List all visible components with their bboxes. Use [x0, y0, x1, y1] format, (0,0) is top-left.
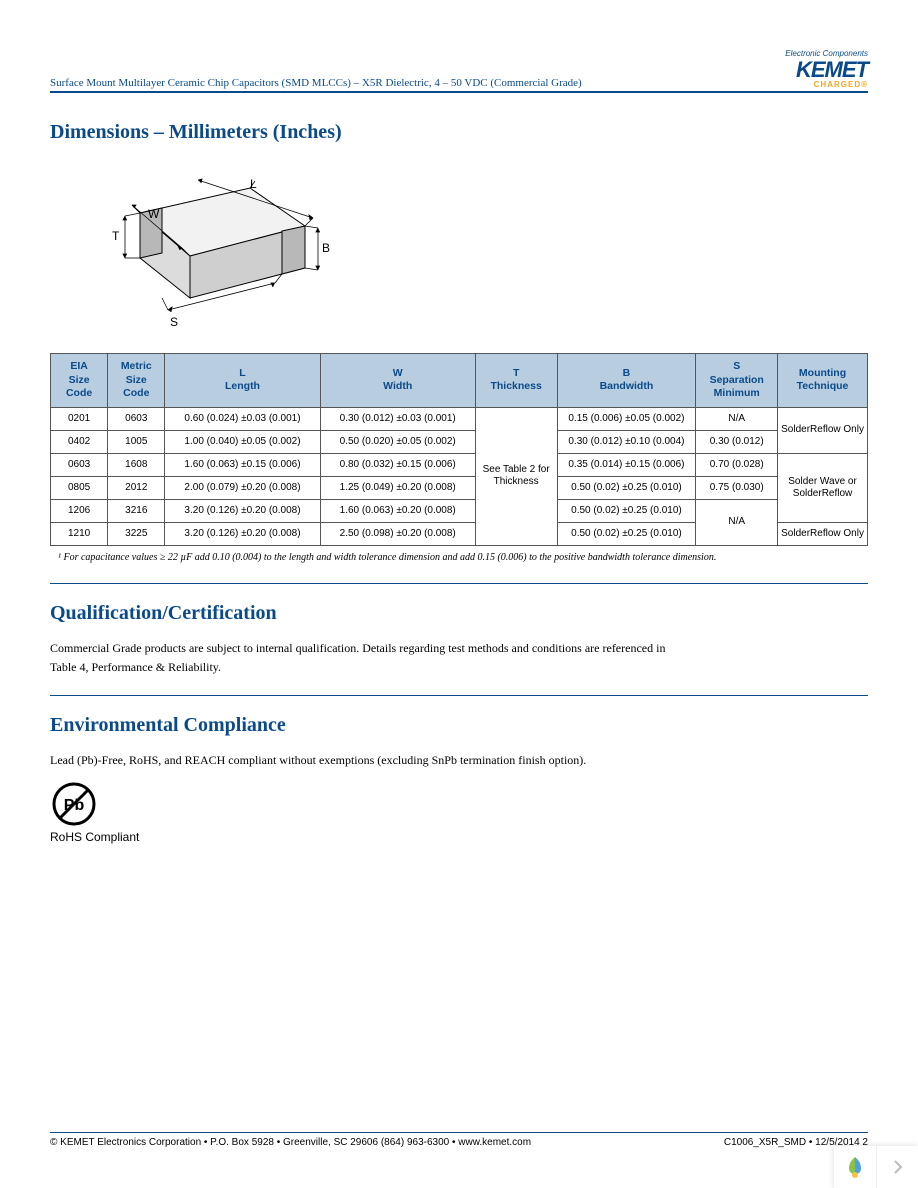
cell-width: 1.60 (0.063) ±0.20 (0.008) — [320, 499, 475, 522]
logo-wordmark: KEMET — [796, 57, 868, 82]
cell-metric: 3216 — [108, 499, 165, 522]
th-metric: Metric Size Code — [108, 354, 165, 408]
table-row: 1206 3216 3.20 (0.126) ±0.20 (0.008) 1.6… — [51, 499, 868, 522]
environmental-body: Lead (Pb)-Free, RoHS, and REACH complian… — [50, 751, 868, 770]
svg-text:Pb: Pb — [64, 797, 85, 814]
th-mounting: Mounting Technique — [778, 354, 868, 408]
cell-eia: 0805 — [51, 476, 108, 499]
dimensions-table: EIA Size Code Metric Size Code L Length … — [50, 353, 868, 546]
section-title-environmental: Environmental Compliance — [50, 714, 868, 737]
divider — [50, 583, 868, 584]
cell-width: 1.25 (0.049) ±0.20 (0.008) — [320, 476, 475, 499]
dim-label-s: S — [170, 315, 178, 329]
cell-mounting: SolderReflow Only — [778, 522, 868, 545]
th-eia: EIA Size Code — [51, 354, 108, 408]
viewer-logo-icon[interactable] — [834, 1146, 876, 1188]
th-bandwidth: B Bandwidth — [557, 354, 696, 408]
footer-left: © KEMET Electronics Corporation • P.O. B… — [50, 1137, 531, 1148]
cell-eia: 0402 — [51, 430, 108, 453]
cell-eia: 1210 — [51, 522, 108, 545]
cell-bandwidth: 0.50 (0.02) ±0.25 (0.010) — [557, 522, 696, 545]
cell-separation: 0.75 (0.030) — [696, 476, 778, 499]
rohs-compliant-label: RoHS Compliant — [50, 830, 139, 844]
page-header: Surface Mount Multilayer Ceramic Chip Ca… — [50, 50, 868, 93]
cell-bandwidth: 0.50 (0.02) ±0.25 (0.010) — [557, 476, 696, 499]
dim-label-b: B — [322, 241, 330, 255]
cell-width: 0.30 (0.012) ±0.03 (0.001) — [320, 407, 475, 430]
cell-eia: 1206 — [51, 499, 108, 522]
cell-bandwidth: 0.30 (0.012) ±0.10 (0.004) — [557, 430, 696, 453]
divider — [50, 695, 868, 696]
th-thickness: T Thickness — [475, 354, 557, 408]
cell-separation: 0.30 (0.012) — [696, 430, 778, 453]
cell-eia: 0603 — [51, 453, 108, 476]
rohs-badge: Pb RoHS Compliant — [50, 780, 868, 844]
table-footnote: ¹ For capacitance values ≥ 22 µF add 0.1… — [58, 552, 868, 563]
qualification-body: Commercial Grade products are subject to… — [50, 639, 868, 677]
cell-width: 0.50 (0.020) ±0.05 (0.002) — [320, 430, 475, 453]
cell-metric: 1608 — [108, 453, 165, 476]
cell-metric: 3225 — [108, 522, 165, 545]
cell-metric: 0603 — [108, 407, 165, 430]
table-row: 0603 1608 1.60 (0.063) ±0.15 (0.006) 0.8… — [51, 453, 868, 476]
th-separation: S Separation Minimum — [696, 354, 778, 408]
cell-bandwidth: 0.35 (0.014) ±0.15 (0.006) — [557, 453, 696, 476]
table-row: 0805 2012 2.00 (0.079) ±0.20 (0.008) 1.2… — [51, 476, 868, 499]
cell-bandwidth: 0.50 (0.02) ±0.25 (0.010) — [557, 499, 696, 522]
cell-separation: N/A — [696, 499, 778, 545]
section-title-qualification: Qualification/Certification — [50, 602, 868, 625]
cell-bandwidth: 0.15 (0.006) ±0.05 (0.002) — [557, 407, 696, 430]
cell-thickness-merged: See Table 2 for Thickness — [475, 407, 557, 545]
qual-line1: Commercial Grade products are subject to… — [50, 641, 665, 655]
cell-metric: 1005 — [108, 430, 165, 453]
qual-line2: Table 4, Performance & Reliability. — [50, 660, 221, 674]
cell-length: 1.60 (0.063) ±0.15 (0.006) — [165, 453, 320, 476]
th-length: L Length — [165, 354, 320, 408]
cell-length: 2.00 (0.079) ±0.20 (0.008) — [165, 476, 320, 499]
cell-length: 1.00 (0.040) ±0.05 (0.002) — [165, 430, 320, 453]
cell-separation: 0.70 (0.028) — [696, 453, 778, 476]
cell-separation: N/A — [696, 407, 778, 430]
next-page-button[interactable] — [876, 1146, 918, 1188]
pb-free-icon: Pb — [50, 780, 98, 828]
logo-tagline-bottom: CHARGED® — [785, 81, 868, 89]
cell-eia: 0201 — [51, 407, 108, 430]
cell-mounting: Solder Wave or SolderReflow — [778, 453, 868, 522]
capacitor-diagram: W L T — [70, 158, 868, 343]
dim-label-w: W — [148, 207, 160, 221]
cell-width: 0.80 (0.032) ±0.15 (0.006) — [320, 453, 475, 476]
viewer-nav — [834, 1146, 918, 1188]
cell-metric: 2012 — [108, 476, 165, 499]
header-title: Surface Mount Multilayer Ceramic Chip Ca… — [50, 77, 582, 89]
cell-length: 0.60 (0.024) ±0.03 (0.001) — [165, 407, 320, 430]
cell-width: 2.50 (0.098) ±0.20 (0.008) — [320, 522, 475, 545]
th-width: W Width — [320, 354, 475, 408]
cell-length: 3.20 (0.126) ±0.20 (0.008) — [165, 522, 320, 545]
cell-mounting: SolderReflow Only — [778, 407, 868, 453]
section-title-dimensions: Dimensions – Millimeters (Inches) — [50, 121, 868, 144]
page-footer: © KEMET Electronics Corporation • P.O. B… — [50, 1132, 868, 1148]
dim-label-t: T — [112, 229, 120, 243]
dim-label-l: L — [250, 177, 257, 191]
table-header-row: EIA Size Code Metric Size Code L Length … — [51, 354, 868, 408]
logo: Electronic Components KEMET CHARGED® — [785, 50, 868, 89]
table-row: 0201 0603 0.60 (0.024) ±0.03 (0.001) 0.3… — [51, 407, 868, 430]
cell-length: 3.20 (0.126) ±0.20 (0.008) — [165, 499, 320, 522]
table-row: 0402 1005 1.00 (0.040) ±0.05 (0.002) 0.5… — [51, 430, 868, 453]
